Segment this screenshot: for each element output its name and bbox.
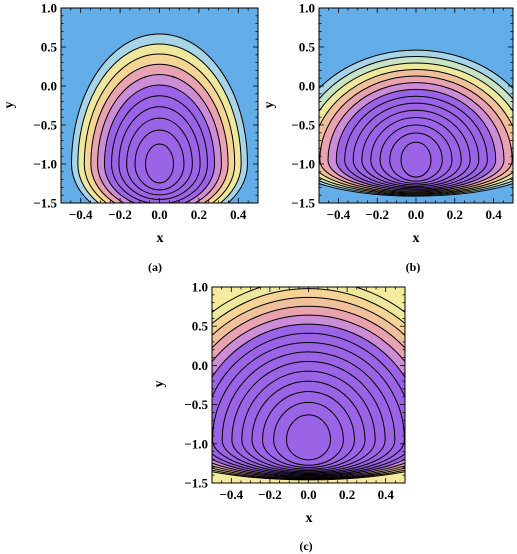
panel-a-caption: (a) [148, 260, 162, 274]
panel-b-y-tick-label: 1.0 [299, 1, 315, 16]
panel-c-contours [212, 287, 405, 481]
panel-a-x-tick-label: 0.4 [230, 207, 247, 222]
panel-a-x-tick-label: −0.4 [69, 207, 93, 222]
panel-c-y-tick-label: 0.0 [192, 358, 208, 373]
panel-b-minimum-region [400, 141, 432, 178]
panel-b-x-tick-label: 0.4 [485, 207, 502, 222]
panel-b-x-tick-label: 0.2 [447, 207, 463, 222]
panel-a-y-tick-label: 1.0 [41, 1, 57, 16]
panel-a: −0.4 −0.2 0.0 0.2 0.4 1.0 0.5 0.0 −0.5 −1.0 −1.5 x… [2, 1, 259, 274]
panel-a-ticks: −0.4 −0.2 0.0 0.2 0.4 1.0 0.5 0.0 −0.5 −1.0 −1.5 [33, 1, 259, 222]
panel-b: −0.4 −0.2 0.0 0.2 0.4 1.0 0.5 0.0 −0.5 −1.0 −1.5 x… [262, 1, 514, 274]
panel-b-x-tick-label: 0.0 [408, 207, 424, 222]
panel-a-x-tick-label: 0.0 [151, 207, 167, 222]
panel-c-caption: (c) [299, 539, 312, 553]
panel-c-y-tick-label: −1.5 [184, 476, 208, 491]
panel-b-y-tick-label: −0.5 [291, 118, 315, 133]
panel-a-contours [70, 33, 249, 203]
panel-c-y-tick-label: 0.5 [192, 319, 209, 334]
panel-b-contours [319, 49, 513, 197]
panel-b-y-tick-label: 0.0 [299, 79, 315, 94]
panel-b-ticks: −0.4 −0.2 0.0 0.2 0.4 1.0 0.5 0.0 −0.5 −1.0 −1.5 [291, 1, 514, 222]
panel-c-y-tick-label: −1.0 [184, 436, 208, 451]
panel-c-x-tick-label: −0.2 [258, 487, 282, 502]
panel-c-xlabel: x [306, 511, 313, 526]
panel-c-x-tick-label: 0.4 [378, 487, 395, 502]
panel-a-x-tick-label: 0.2 [191, 207, 207, 222]
panel-a-y-tick-label: 0.0 [41, 79, 57, 94]
panel-a-y-tick-label: −0.5 [33, 118, 57, 133]
panel-a-ylabel: y [2, 102, 17, 109]
panel-a-y-tick-label: −1.5 [33, 196, 57, 211]
panel-c-minimum-region [285, 414, 332, 461]
panel-c: −0.4 −0.2 0.0 0.2 0.4 1.0 0.5 0.0 −0.5 −1.0 −1.5 x… [152, 280, 406, 553]
panel-b-x-tick-label: −0.2 [365, 207, 389, 222]
panel-c-x-tick-label: −0.4 [219, 487, 243, 502]
panel-c-y-tick-label: −0.5 [184, 397, 208, 412]
panel-c-ticks: −0.4 −0.2 0.0 0.2 0.4 1.0 0.5 0.0 −0.5 −1.0 −1.5 [184, 280, 406, 502]
panel-a-xlabel: x [157, 231, 164, 246]
panel-b-y-tick-label: 0.5 [299, 40, 316, 55]
panel-b-xlabel: x [413, 231, 420, 246]
panel-a-minimum-region [144, 143, 175, 184]
panel-c-ylabel: y [152, 381, 167, 388]
panel-c-x-tick-label: 0.2 [339, 487, 355, 502]
panel-b-y-tick-label: −1.5 [291, 196, 315, 211]
panel-c-y-tick-label: 1.0 [192, 280, 208, 295]
panel-b-x-tick-label: −0.4 [327, 207, 351, 222]
panel-b-y-tick-label: −1.0 [291, 157, 315, 172]
panel-a-y-tick-label: 0.5 [41, 40, 58, 55]
panel-a-x-tick-label: −0.2 [108, 207, 132, 222]
panel-c-x-tick-label: 0.0 [300, 487, 316, 502]
panel-b-caption: (b) [406, 260, 421, 274]
panel-a-y-tick-label: −1.0 [33, 157, 57, 172]
panel-b-ylabel: y [262, 102, 277, 109]
